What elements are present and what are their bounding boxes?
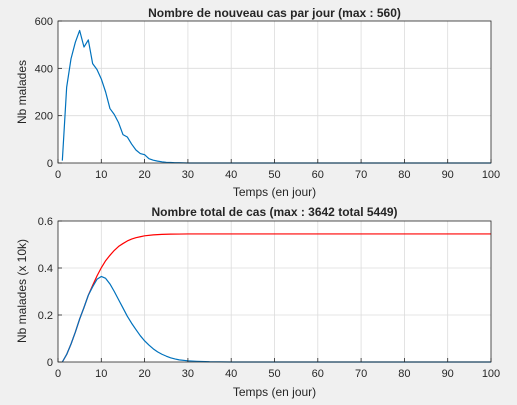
- x-tick-label: 40: [225, 368, 237, 380]
- x-tick-label: 20: [138, 368, 150, 380]
- x-tick-label: 100: [482, 169, 500, 181]
- x-tick-label: 60: [312, 368, 324, 380]
- x-tick-label: 80: [398, 169, 410, 181]
- x-axis-label: Temps (en jour): [233, 185, 316, 199]
- grid: [58, 21, 491, 163]
- x-tick-label: 70: [355, 169, 367, 181]
- x-axis-label: Temps (en jour): [233, 385, 316, 399]
- y-tick-label: 200: [35, 111, 53, 123]
- y-tick-label: 0.6: [38, 216, 53, 228]
- ticks: 0 10 20 30 40 50 60 70 80 90 100 0 200 400 600: [35, 16, 501, 181]
- chart-title: Nombre de nouveau cas par jour (max : 56…: [148, 6, 401, 20]
- x-tick-label: 40: [225, 169, 237, 181]
- x-tick-label: 80: [398, 368, 410, 380]
- y-tick-label: 0.2: [38, 310, 53, 322]
- x-tick-label: 20: [138, 169, 150, 181]
- x-tick-label: 70: [355, 368, 367, 380]
- x-tick-label: 60: [312, 169, 324, 181]
- x-tick-label: 30: [182, 368, 194, 380]
- y-axis-label: Nb malades: [15, 60, 29, 124]
- y-tick-label: 0.4: [38, 263, 53, 275]
- y-axis-label: Nb malades (x 10k): [15, 239, 29, 343]
- ticks: 0 10 20 30 40 50 60 70 80 90 100 0 0.2 0.4 0.6: [38, 216, 500, 380]
- y-tick-label: 600: [35, 16, 53, 28]
- grid: [58, 221, 491, 362]
- x-tick-label: 90: [442, 169, 454, 181]
- y-tick-label: 0: [47, 357, 53, 369]
- x-tick-label: 50: [268, 169, 280, 181]
- x-tick-label: 10: [95, 169, 107, 181]
- y-tick-label: 0: [47, 158, 53, 170]
- x-tick-label: 90: [442, 368, 454, 380]
- x-tick-label: 30: [182, 169, 194, 181]
- axes-top: 0 10 20 30 40 50 60 70 80 90 100 0 200 400 600 Nombre …: [15, 6, 500, 199]
- x-tick-label: 0: [55, 169, 61, 181]
- x-tick-label: 0: [55, 368, 61, 380]
- chart-title: Nombre total de cas (max : 3642 total 54…: [151, 205, 397, 219]
- y-tick-label: 400: [35, 63, 53, 75]
- x-tick-label: 10: [95, 368, 107, 380]
- x-tick-label: 50: [268, 368, 280, 380]
- axes-bottom: 0 10 20 30 40 50 60 70 80 90 100 0 0.2 0.4 0.6 Nombre …: [15, 205, 500, 399]
- x-tick-label: 100: [482, 368, 500, 380]
